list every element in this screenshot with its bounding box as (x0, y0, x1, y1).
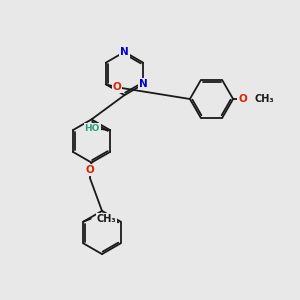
Text: N: N (120, 47, 129, 57)
Text: HO: HO (85, 124, 100, 133)
Text: CH₃: CH₃ (97, 214, 116, 224)
Text: O: O (113, 82, 122, 92)
Text: CH₃: CH₃ (254, 94, 274, 104)
Text: O: O (85, 165, 94, 175)
Text: O: O (238, 94, 247, 104)
Text: N: N (139, 79, 148, 89)
